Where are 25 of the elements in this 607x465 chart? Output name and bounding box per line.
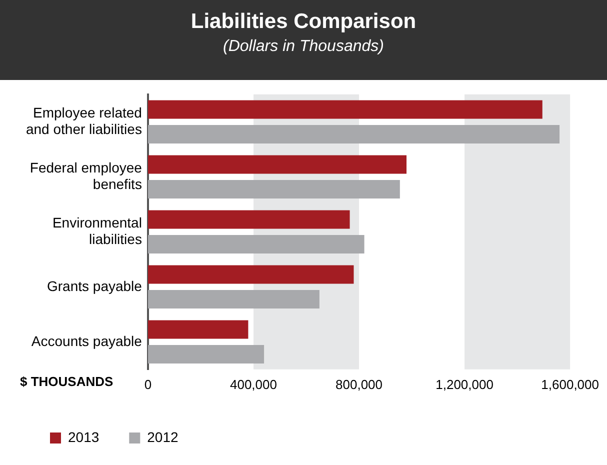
bar	[148, 210, 350, 229]
legend-label: 2012	[147, 428, 179, 445]
bar	[148, 234, 364, 254]
x-axis-title: $ THOUSANDS	[20, 374, 114, 389]
bar	[148, 100, 542, 119]
y-tick-label: Accounts payable	[31, 332, 142, 349]
bar	[148, 155, 407, 174]
chart-subtitle: (Dollars in Thousands)	[222, 38, 385, 56]
y-tick-label: Employee related and other liabilities	[26, 104, 142, 138]
bar	[148, 124, 560, 144]
y-tick-label: Federal employee benefits	[30, 159, 142, 192]
bar	[148, 180, 400, 199]
x-tick-label: 1,200,000	[436, 376, 494, 392]
x-tick-label: 1,600,000	[541, 376, 600, 392]
bar	[148, 320, 248, 339]
x-tick-label: 400,000	[230, 376, 277, 392]
bar	[148, 290, 320, 309]
x-tick-label: 800,000	[336, 376, 383, 392]
x-tick-label: 0	[144, 376, 152, 392]
y-tick-label: Grants payable	[47, 278, 142, 294]
legend-label: 2013	[68, 428, 100, 445]
bar	[148, 344, 264, 364]
chart-title: Liabilities Comparison	[190, 10, 418, 34]
bar	[148, 265, 354, 284]
y-tick-label: Environmental liabilities	[52, 214, 142, 248]
